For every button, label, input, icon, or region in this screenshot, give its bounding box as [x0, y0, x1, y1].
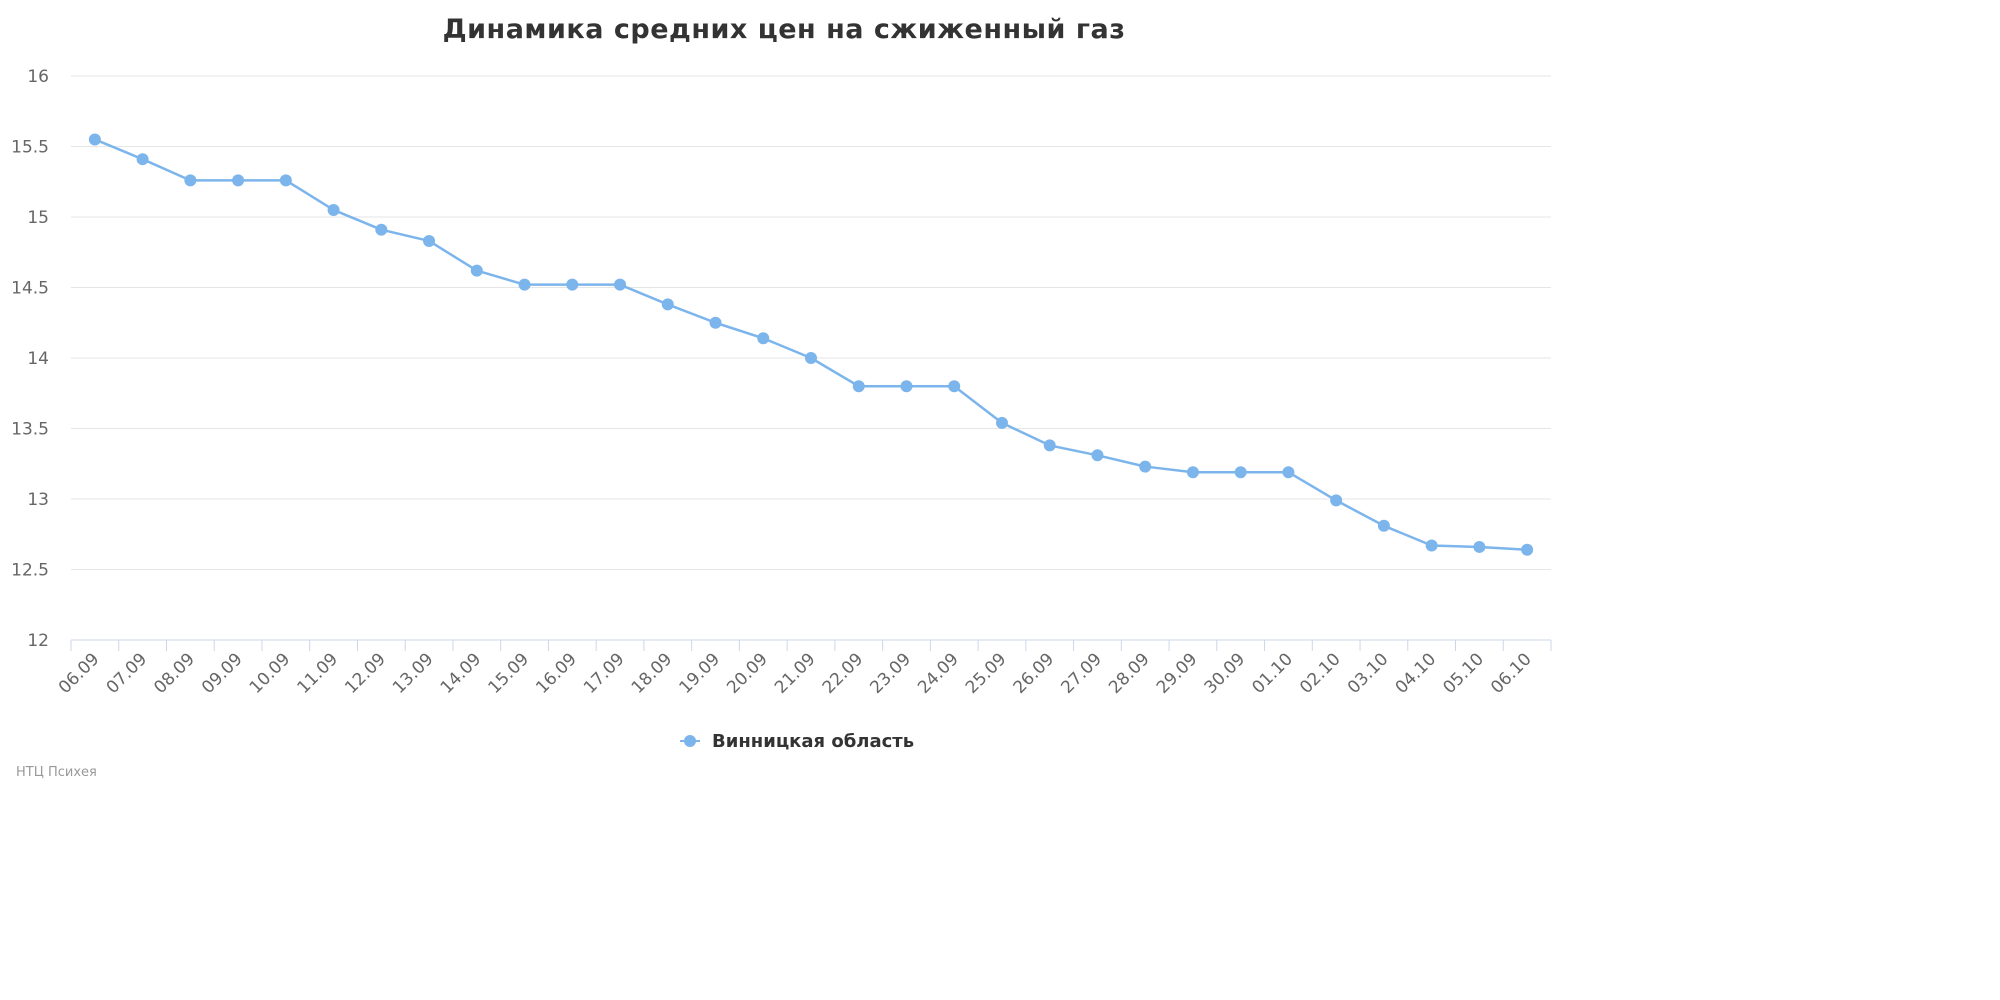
legend-item-label[interactable]: Винницкая область	[712, 731, 914, 752]
y-tick-label: 15	[27, 208, 49, 228]
data-point[interactable]	[375, 223, 388, 236]
data-point[interactable]	[1425, 539, 1438, 552]
y-tick-label: 13.5	[11, 420, 49, 440]
series-plot	[88, 133, 1534, 556]
data-point[interactable]	[948, 380, 961, 393]
data-point[interactable]	[184, 174, 197, 187]
x-tick-label: 08.09	[150, 649, 199, 698]
x-tick-label: 04.10	[1392, 649, 1441, 698]
data-point[interactable]	[470, 264, 483, 277]
x-tick-label: 07.09	[103, 649, 152, 698]
data-point[interactable]	[1330, 494, 1343, 507]
data-point[interactable]	[614, 278, 627, 291]
data-point[interactable]	[900, 380, 913, 393]
data-point[interactable]	[232, 174, 245, 187]
x-tick-label: 30.09	[1201, 649, 1250, 698]
data-point[interactable]	[88, 133, 101, 146]
y-tick-label: 14	[27, 349, 49, 369]
x-tick-label: 14.09	[437, 649, 486, 698]
x-tick-label: 18.09	[628, 649, 677, 698]
data-point[interactable]	[1473, 540, 1486, 553]
legend-dot-marker	[684, 735, 696, 747]
x-tick-label: 10.09	[246, 649, 295, 698]
y-tick-label: 16	[27, 67, 49, 87]
x-tick-label: 23.09	[866, 649, 915, 698]
data-point[interactable]	[1186, 466, 1199, 479]
data-point[interactable]	[1282, 466, 1295, 479]
x-tick-label: 09.09	[198, 649, 247, 698]
data-point[interactable]	[852, 380, 865, 393]
x-tick-label: 29.09	[1153, 649, 1202, 698]
x-tick-label: 13.09	[389, 649, 438, 698]
data-point[interactable]	[1043, 439, 1056, 452]
data-point[interactable]	[661, 298, 674, 311]
x-tick-label: 17.09	[580, 649, 629, 698]
x-tick-label: 19.09	[675, 649, 724, 698]
legend[interactable]: Винницкая область	[680, 731, 914, 752]
y-axis-labels: 12 12.5 13 13.5 14 14.5 15 15.5 16	[11, 67, 49, 651]
data-point[interactable]	[805, 352, 817, 364]
data-point[interactable]	[566, 278, 579, 291]
y-tick-label: 12.5	[11, 561, 49, 581]
data-point[interactable]	[136, 153, 149, 166]
x-tick-label: 02.10	[1296, 649, 1345, 698]
x-tick-label: 03.10	[1344, 649, 1393, 698]
x-tick-label: 11.09	[294, 649, 343, 698]
data-point[interactable]	[709, 316, 722, 329]
data-point[interactable]	[1521, 543, 1534, 556]
x-tick-label: 27.09	[1057, 649, 1106, 698]
x-tick-label: 06.10	[1487, 649, 1536, 698]
data-point[interactable]	[1377, 519, 1390, 532]
line-chart: Динамика средних цен на сжиженный газ 12…	[11, 14, 1552, 780]
x-tick-label: 15.09	[485, 649, 534, 698]
data-point[interactable]	[1139, 460, 1152, 473]
x-tick-label: 20.09	[723, 649, 772, 698]
data-point[interactable]	[757, 332, 770, 345]
x-tick-label: 05.10	[1439, 649, 1488, 698]
x-tick-label: 28.09	[1105, 649, 1154, 698]
chart-title: Динамика средних цен на сжиженный газ	[443, 14, 1126, 45]
y-tick-label: 12	[27, 631, 49, 651]
x-tick-label: 06.09	[55, 649, 104, 698]
grid-lines	[71, 75, 1551, 570]
x-tick-label: 21.09	[771, 649, 820, 698]
y-tick-label: 14.5	[11, 279, 49, 299]
data-point[interactable]	[423, 234, 436, 247]
data-point[interactable]	[995, 416, 1008, 429]
y-tick-label: 13	[27, 490, 49, 510]
x-tick-label: 01.10	[1248, 649, 1297, 698]
series-line	[94, 138, 1528, 552]
x-tick-label: 16.09	[532, 649, 581, 698]
x-axis-labels: 06.09 07.09 08.09 09.09 10.09 11.09 12.09 13.09…	[55, 649, 1536, 698]
data-point[interactable]	[279, 174, 292, 187]
x-tick-label: 22.09	[819, 649, 868, 698]
x-tick-label: 26.09	[1010, 649, 1059, 698]
x-axis	[70, 639, 1552, 651]
data-point[interactable]	[518, 278, 531, 291]
credits-label[interactable]: НТЦ Психея	[16, 765, 97, 780]
x-tick-label: 12.09	[341, 649, 390, 698]
x-tick-label: 24.09	[914, 649, 963, 698]
data-point[interactable]	[1091, 449, 1104, 462]
y-tick-label: 15.5	[11, 138, 49, 158]
data-point[interactable]	[1234, 466, 1247, 479]
x-tick-label: 25.09	[962, 649, 1011, 698]
data-point[interactable]	[327, 203, 340, 216]
